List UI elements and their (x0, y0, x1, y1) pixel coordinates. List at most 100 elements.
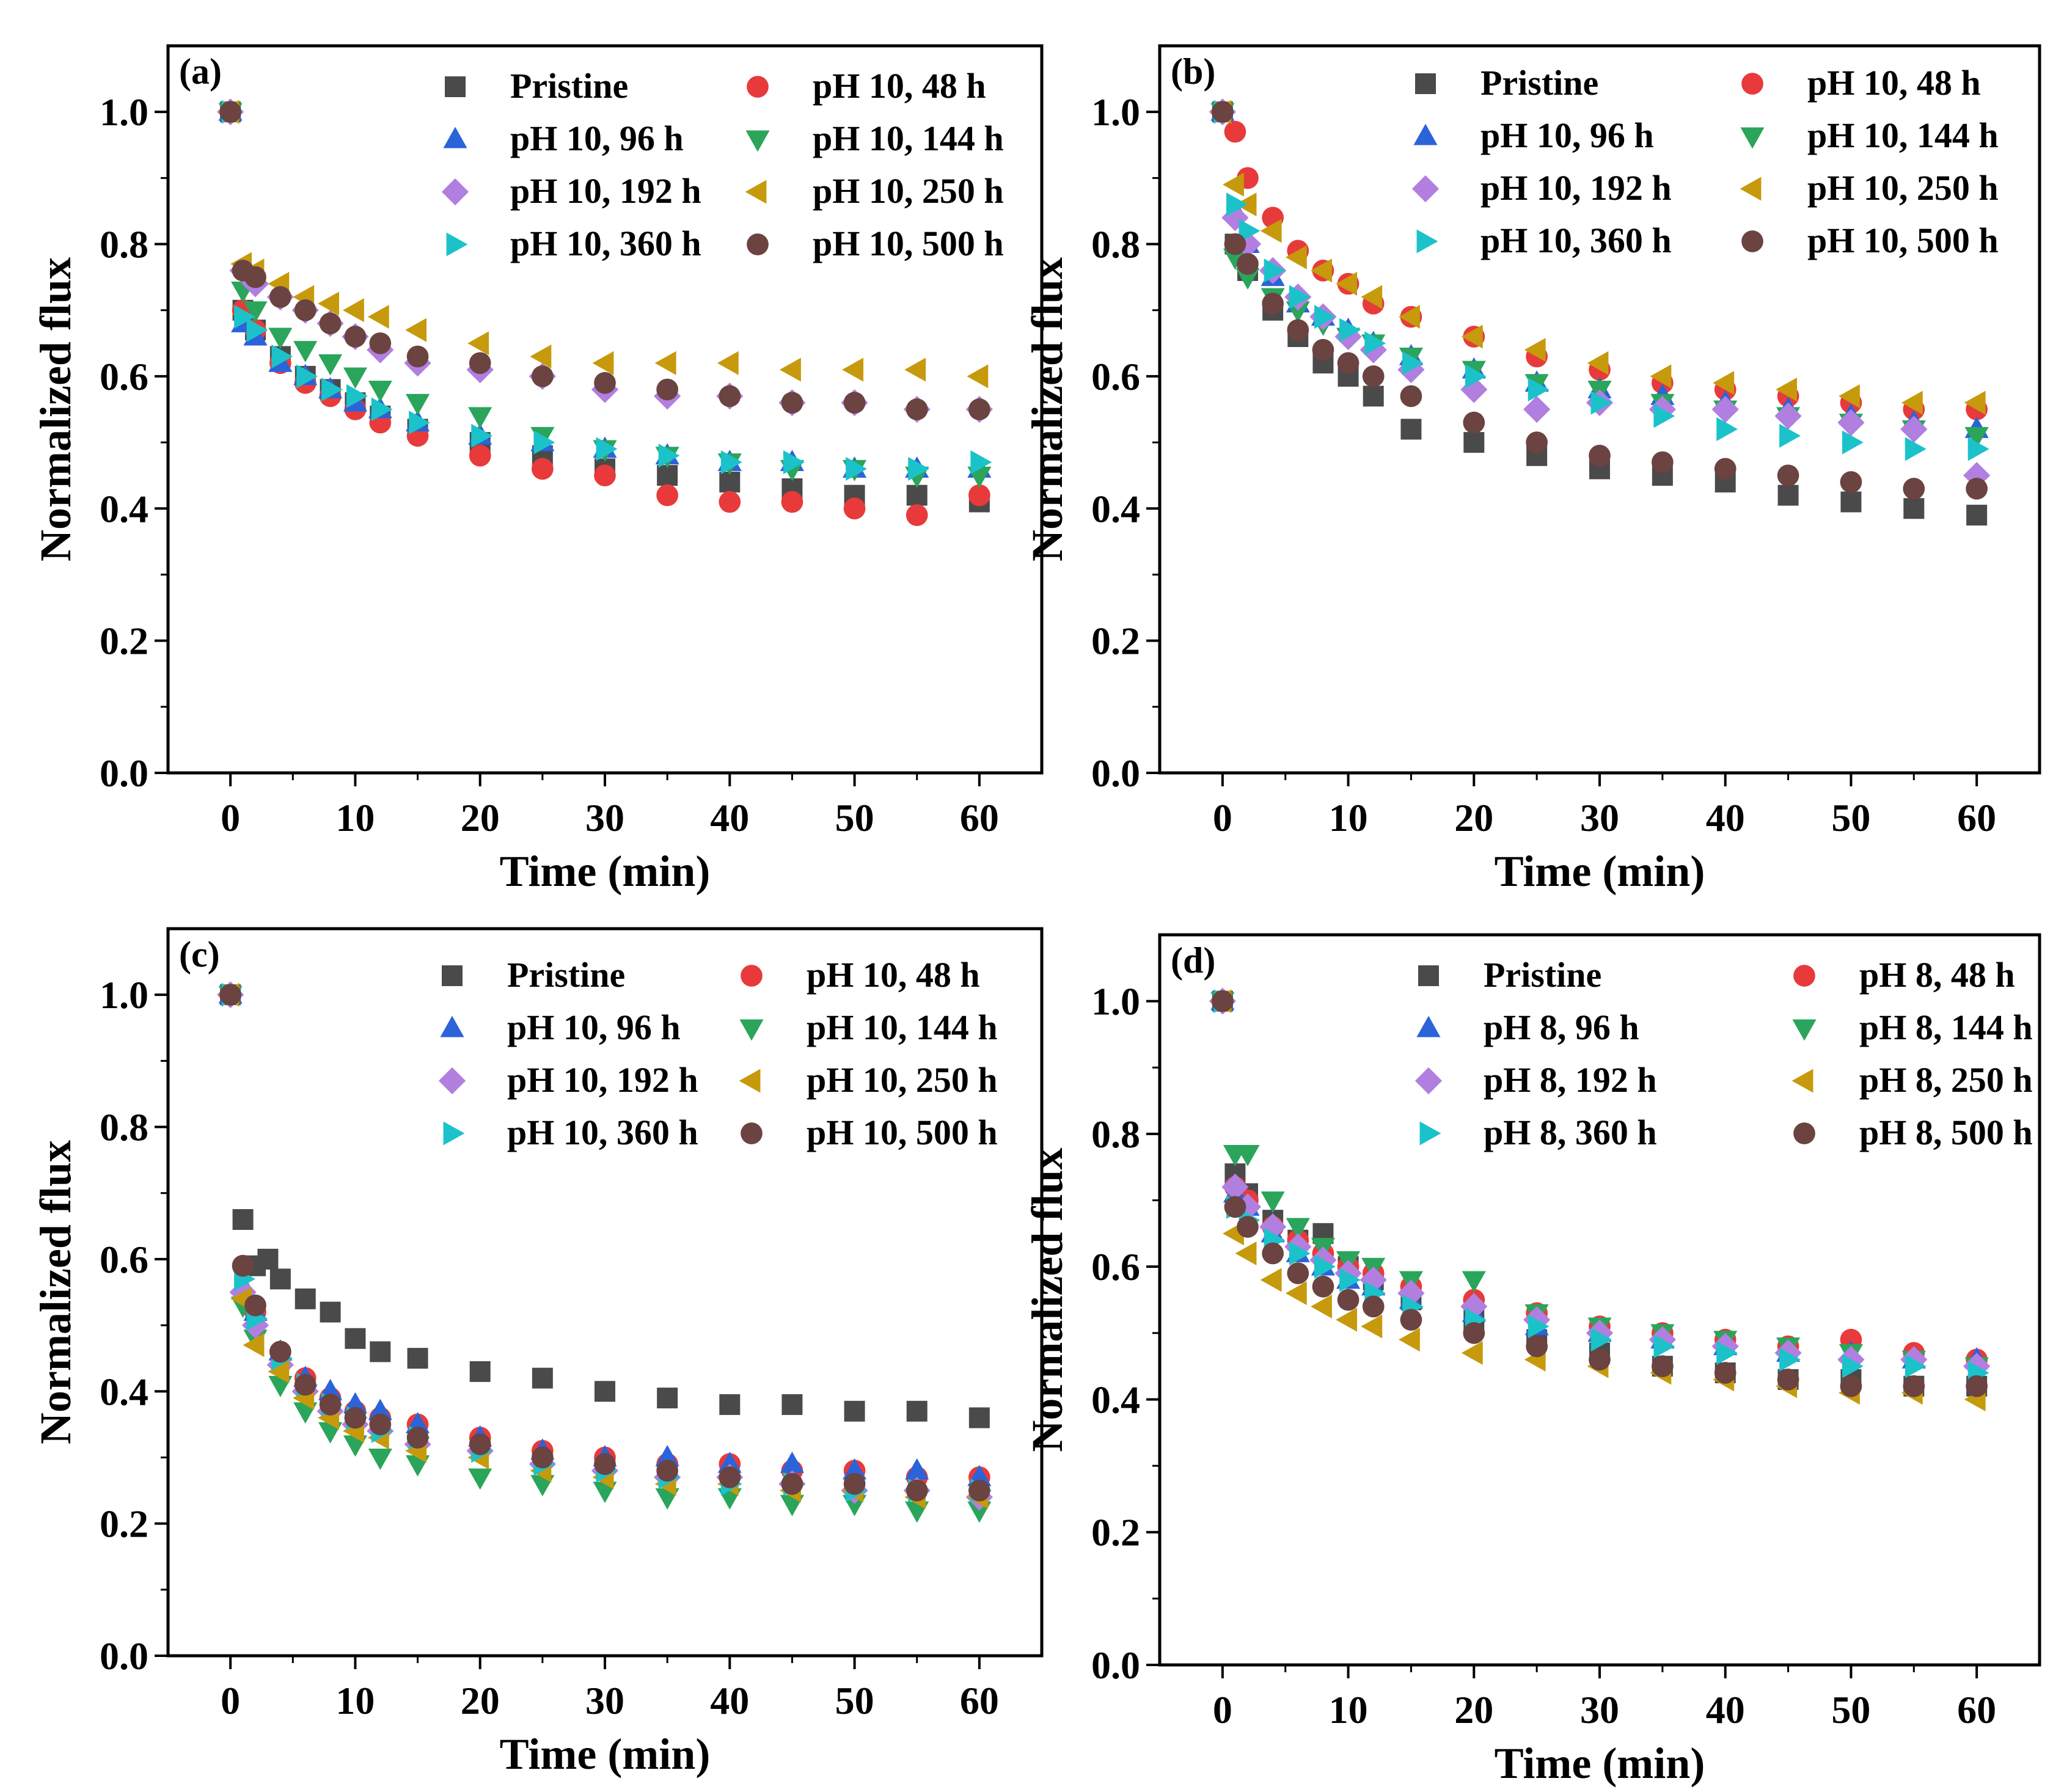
legend-label: pH 10, 500 h (1807, 221, 1999, 260)
legend-label: pH 10, 250 h (1807, 168, 1999, 208)
data-point (1362, 365, 1385, 387)
legend-marker (443, 126, 467, 148)
data-point (471, 423, 493, 448)
data-point (344, 1406, 367, 1429)
data-point (594, 1453, 616, 1476)
chart-panel-2: 0 10 20 30 40 50 60 0.0 0.2 0.4 0.6 0.8 1.0 Time (min… (1023, 44, 2041, 896)
data-series (1209, 987, 1991, 1412)
data-point (594, 464, 616, 487)
data-point (1711, 395, 1739, 423)
data-point (846, 456, 867, 481)
data-point (843, 1458, 867, 1480)
data-point (1402, 351, 1424, 375)
data-point (343, 367, 367, 389)
legend-label: pH 8, 250 h (1859, 1060, 2033, 1100)
y-axis-title: Normalized flux (1023, 257, 1072, 561)
data-point (219, 984, 241, 1006)
data-point (467, 331, 489, 356)
y-tick-label: 0.6 (100, 355, 148, 398)
data-point (1589, 1348, 1611, 1371)
legend-marker (445, 76, 466, 97)
data-point (904, 357, 926, 382)
data-point (1524, 338, 1546, 362)
y-tick-label: 0.0 (100, 752, 148, 795)
data-point (1262, 293, 1284, 315)
data-point (1361, 285, 1383, 309)
data-series (217, 981, 993, 1523)
data-point (244, 1294, 266, 1317)
data-point (1714, 1362, 1736, 1384)
data-point (1287, 1262, 1309, 1284)
data-point (469, 352, 491, 375)
data-point (1903, 1375, 1925, 1397)
data-point (1526, 1335, 1548, 1358)
legend-marker (741, 1122, 763, 1144)
chart-panel-3: 0 10 20 30 40 50 60 0.0 0.2 0.4 0.6 0.8 1.0 Time (min… (31, 927, 1044, 1779)
data-point (1462, 1271, 1486, 1293)
legend-label: pH 10, 48 h (807, 955, 980, 995)
data-point (370, 1341, 391, 1362)
data-point (719, 472, 741, 492)
data-point (1400, 419, 1422, 440)
legend-marker (1416, 229, 1438, 254)
data-point (232, 1209, 254, 1230)
data-point (1312, 1275, 1334, 1298)
data-point (968, 398, 990, 420)
data-point (1714, 458, 1736, 480)
data-point (906, 398, 928, 420)
legend-marker (1413, 123, 1438, 145)
x-tick-label: 10 (1329, 796, 1368, 839)
data-point (717, 351, 739, 375)
data-point (407, 1348, 428, 1369)
data-point (469, 1433, 491, 1455)
data-point (1840, 1375, 1862, 1397)
legend-label: pH 8, 48 h (1859, 955, 2015, 995)
data-point (345, 1328, 366, 1349)
y-tick-label: 0.4 (100, 487, 148, 530)
data-point (1312, 338, 1334, 361)
legend-marker (1741, 73, 1763, 95)
x-tick-label: 0 (1213, 796, 1232, 839)
y-axis-title: Normalized flux (1023, 1148, 1072, 1452)
data-point (656, 1460, 678, 1482)
x-tick-label: 20 (1454, 1688, 1493, 1732)
legend-marker (747, 76, 769, 98)
legend-marker (1414, 1067, 1443, 1095)
data-point (1314, 304, 1336, 329)
legend-marker (745, 130, 770, 152)
legend-marker (1416, 1015, 1441, 1037)
legend-label: Pristine (507, 955, 625, 995)
data-point (1223, 172, 1244, 197)
legend-label: pH 8, 500 h (1859, 1113, 2033, 1152)
data-point (1590, 390, 1612, 415)
data-point (1336, 271, 1358, 296)
legend-label: pH 10, 500 h (807, 1113, 998, 1152)
y-tick-label: 1.0 (1091, 90, 1140, 134)
data-point (1285, 245, 1307, 269)
data-point (1235, 268, 1260, 290)
data-point (595, 1381, 615, 1402)
data-point (968, 484, 990, 507)
data-point (968, 1479, 990, 1502)
data-point (596, 437, 618, 461)
legend-label: pH 10, 144 h (813, 119, 1004, 158)
x-tick-label: 40 (710, 796, 749, 839)
legend-label: pH 10, 96 h (510, 119, 684, 158)
data-point (908, 456, 930, 481)
data-point (780, 1451, 804, 1473)
data-point (294, 1373, 317, 1396)
x-tick-label: 30 (585, 1679, 624, 1722)
data-point (244, 266, 266, 288)
data-point (532, 1446, 554, 1469)
x-axis-title: Time (min) (500, 1730, 711, 1779)
data-point (246, 318, 268, 342)
data-point (780, 357, 801, 382)
chart-panel-1: 0 10 20 30 40 50 60 0.0 0.2 0.4 0.6 0.8 1.0 Time (min… (31, 44, 1044, 896)
data-point (1590, 1328, 1612, 1352)
y-tick-label: 0.2 (100, 620, 148, 663)
data-point (1237, 1216, 1259, 1238)
data-point (906, 485, 928, 506)
data-point (1361, 1314, 1383, 1339)
data-point (1652, 451, 1674, 474)
data-point (530, 344, 552, 369)
